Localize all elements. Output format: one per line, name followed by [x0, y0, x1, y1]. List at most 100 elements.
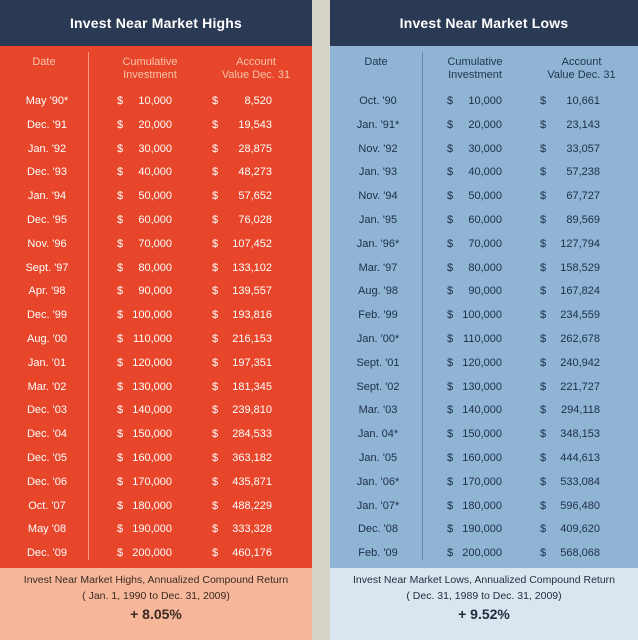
- cumulative-cell: 70,000: [138, 237, 172, 250]
- currency-symbol: $: [540, 380, 547, 393]
- currency-symbol: $: [212, 142, 219, 155]
- market-lows-panel: Invest Near Market Lows Date Cumulative …: [330, 0, 638, 640]
- account-value-cell: 488,229: [232, 499, 272, 512]
- column-header-date: Date: [32, 56, 56, 68]
- table-row: Dec. '04 $150,000 $284,533: [0, 423, 312, 446]
- account-value-cell: 221,727: [560, 380, 600, 393]
- date-cell: Oct. '90: [359, 95, 397, 107]
- cumulative-cell: 190,000: [132, 523, 172, 536]
- currency-symbol: $: [212, 428, 219, 441]
- date-cell: May '90*: [25, 95, 69, 107]
- currency-symbol: $: [447, 452, 454, 464]
- currency-symbol: $: [447, 475, 454, 488]
- currency-symbol: $: [212, 95, 219, 107]
- currency-symbol: $: [117, 118, 124, 131]
- summary-period: ( Dec. 31, 1989 to Dec. 31, 2009): [406, 590, 562, 602]
- market-highs-panel: Invest Near Market Highs Date Cumulative…: [0, 0, 312, 640]
- account-value-cell: 76,028: [238, 214, 272, 226]
- currency-symbol: $: [540, 452, 547, 464]
- currency-symbol: $: [540, 475, 547, 488]
- date-cell: Dec. '05: [26, 452, 67, 464]
- market-lows-title: Invest Near Market Lows: [330, 0, 638, 46]
- date-cell: Jan. '94: [27, 190, 67, 203]
- table-row: Jan. '93 $40,000 $57,238: [330, 161, 638, 184]
- cumulative-cell: 30,000: [138, 142, 172, 155]
- table-row: Jan. '01 $120,000 $197,351: [0, 352, 312, 375]
- currency-symbol: $: [540, 333, 547, 345]
- currency-symbol: $: [447, 380, 454, 393]
- currency-symbol: $: [540, 356, 547, 369]
- table-row: Oct. '90 $10,000 $10,661: [330, 90, 638, 113]
- cumulative-cell: 50,000: [138, 190, 172, 203]
- cumulative-cell: 60,000: [138, 214, 172, 226]
- account-value-cell: 216,153: [232, 333, 272, 345]
- table-row: Aug. '98 $90,000 $167,824: [330, 280, 638, 303]
- table-row: Mar. '02 $130,000 $181,345: [0, 376, 312, 399]
- account-value-cell: 8,520: [244, 95, 272, 107]
- cumulative-cell: 120,000: [462, 356, 502, 369]
- currency-symbol: $: [117, 475, 124, 488]
- date-cell: Jan. '93: [358, 166, 398, 179]
- date-cell: Dec. '09: [26, 547, 67, 560]
- date-cell: Mar. '97: [358, 261, 398, 274]
- table-row: Jan. '06* $170,000 $533,084: [330, 471, 638, 494]
- date-cell: Jan. '92: [27, 142, 67, 155]
- account-value-cell: 460,176: [232, 547, 272, 560]
- summary-period: ( Jan. 1, 1990 to Dec. 31, 2009): [82, 590, 230, 602]
- currency-symbol: $: [117, 547, 124, 560]
- cumulative-cell: 40,000: [468, 166, 502, 179]
- account-value-cell: 89,569: [566, 214, 600, 226]
- table-row: May '90* $10,000 $8,520: [0, 90, 312, 113]
- date-cell: Aug. '98: [357, 285, 399, 298]
- table-row: Sept. '97 $80,000 $133,102: [0, 257, 312, 280]
- account-value-cell: 435,871: [232, 475, 272, 488]
- cumulative-cell: 70,000: [468, 237, 502, 250]
- currency-symbol: $: [447, 95, 454, 107]
- currency-symbol: $: [447, 190, 454, 203]
- column-divider: [88, 52, 89, 560]
- cumulative-cell: 190,000: [462, 523, 502, 536]
- currency-symbol: $: [447, 404, 454, 417]
- cumulative-cell: 40,000: [138, 166, 172, 179]
- column-header-cumulative: Cumulative Investment: [122, 56, 178, 81]
- currency-symbol: $: [447, 118, 454, 131]
- table-row: Jan. '91* $20,000 $23,143: [330, 114, 638, 137]
- date-cell: Jan. '91*: [356, 118, 400, 131]
- currency-symbol: $: [212, 190, 219, 203]
- account-value-cell: 568,068: [560, 547, 600, 560]
- date-cell: May '08: [27, 523, 67, 536]
- currency-symbol: $: [212, 452, 219, 464]
- cumulative-cell: 160,000: [132, 452, 172, 464]
- currency-symbol: $: [212, 237, 219, 250]
- date-cell: Dec. '08: [357, 523, 398, 536]
- column-divider: [422, 52, 423, 560]
- table-row: Jan. 04* $150,000 $348,153: [330, 423, 638, 446]
- cumulative-cell: 110,000: [133, 333, 172, 345]
- currency-symbol: $: [447, 261, 454, 274]
- currency-symbol: $: [117, 404, 124, 417]
- currency-symbol: $: [212, 333, 219, 345]
- currency-symbol: $: [212, 261, 219, 274]
- account-value-cell: 197,351: [232, 356, 272, 369]
- cumulative-cell: 50,000: [468, 190, 502, 203]
- currency-symbol: $: [540, 285, 547, 298]
- currency-symbol: $: [212, 166, 219, 179]
- currency-symbol: $: [447, 142, 454, 155]
- account-value-cell: 294,118: [561, 404, 600, 417]
- currency-symbol: $: [117, 285, 124, 298]
- date-cell: Sept. '02: [356, 380, 400, 393]
- account-value-cell: 57,238: [566, 166, 600, 179]
- date-cell: Jan. '96*: [356, 237, 400, 250]
- table-row: Jan. '05 $160,000 $444,613: [330, 447, 638, 470]
- market-lows-summary: Invest Near Market Lows, Annualized Comp…: [330, 568, 638, 640]
- cumulative-cell: 110,000: [463, 333, 502, 345]
- table-row: Mar. '03 $140,000 $294,118: [330, 399, 638, 422]
- date-cell: Jan. '06*: [356, 475, 400, 488]
- date-cell: Dec. '95: [26, 214, 67, 226]
- cumulative-cell: 180,000: [462, 499, 502, 512]
- currency-symbol: $: [117, 356, 124, 369]
- currency-symbol: $: [117, 237, 124, 250]
- account-value-cell: 348,153: [560, 428, 600, 441]
- date-cell: Nov. '96: [27, 237, 67, 250]
- table-row: Dec. '95 $60,000 $76,028: [0, 209, 312, 232]
